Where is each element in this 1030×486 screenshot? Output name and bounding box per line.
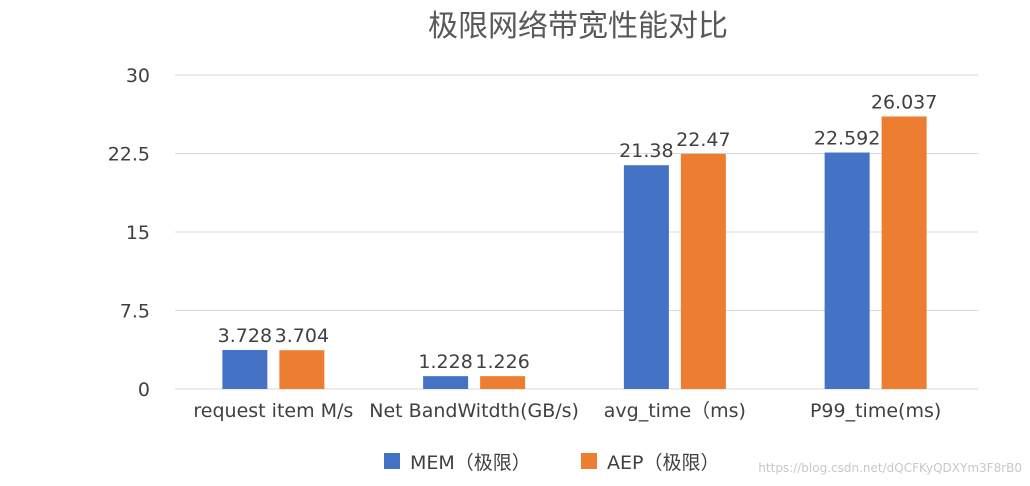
bar-aep-3 [881, 116, 927, 389]
bar-mem-2 [623, 165, 669, 389]
y-axis-ticks: 0 7.5 15 22.5 30 [108, 65, 150, 401]
bar-mem-1 [423, 376, 469, 389]
data-label: 22.592 [814, 128, 880, 150]
data-label: 21.38 [619, 140, 673, 162]
legend-swatch [384, 453, 400, 469]
chart-title: 极限网络带宽性能对比 [428, 9, 728, 44]
legend-label: MEM（极限） [410, 452, 531, 474]
y-tick-label: 7.5 [120, 301, 150, 323]
bar-aep-1 [480, 376, 526, 389]
legend: MEM（极限） AEP（极限） [384, 452, 719, 474]
data-label: 26.037 [871, 91, 937, 113]
data-label: 22.47 [676, 129, 730, 151]
legend-label: AEP（极限） [607, 452, 719, 474]
data-label: 3.704 [275, 325, 329, 347]
data-label: 1.226 [475, 351, 529, 373]
bar-aep-2 [680, 153, 726, 389]
x-category-label: Net BandWitdth(GB/s) [369, 400, 579, 422]
bars [222, 116, 927, 389]
bar-mem-3 [824, 152, 870, 389]
watermark: https://blog.csdn.net/dQCFKyQDXYm3F8rB0 [758, 461, 1022, 475]
data-label: 3.728 [218, 325, 272, 347]
x-category-label: P99_time(ms) [810, 400, 941, 422]
y-tick-label: 15 [126, 222, 150, 244]
x-category-label: request item M/s [193, 400, 353, 422]
bar-mem-0 [222, 349, 268, 389]
y-tick-label: 30 [126, 65, 150, 87]
y-tick-label: 22.5 [108, 144, 150, 166]
x-axis-categories: request item M/s Net BandWitdth(GB/s) avg_… [193, 400, 941, 422]
bar-aep-0 [279, 350, 325, 389]
x-category-label: avg_time（ms) [604, 400, 746, 422]
legend-swatch [581, 453, 597, 469]
y-tick-label: 0 [138, 379, 150, 401]
data-label: 1.228 [418, 351, 472, 373]
